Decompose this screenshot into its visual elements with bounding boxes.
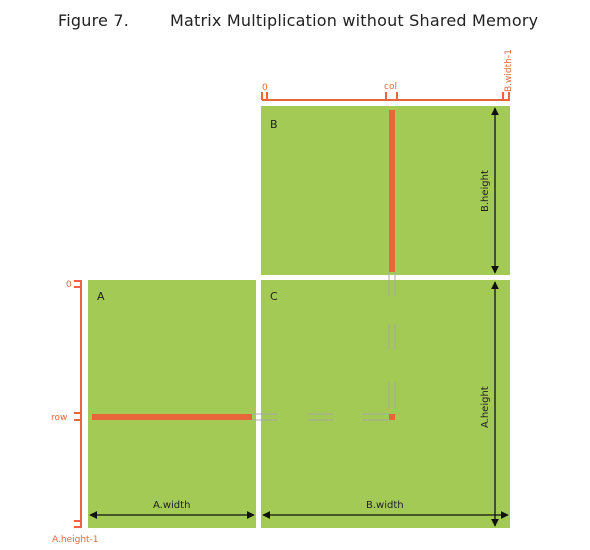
col-label: col (384, 82, 397, 92)
matrix-b (261, 106, 510, 275)
b-column-highlight (389, 110, 395, 272)
row-label: row (51, 413, 67, 423)
column-index-ruler (261, 92, 510, 101)
matrix-c (261, 280, 510, 528)
a-height-label: A.height (480, 386, 491, 428)
matrix-c-letter: C (270, 290, 278, 303)
row-index-ruler (74, 280, 82, 528)
row-guide-lines (252, 413, 389, 421)
a-width-label: A.width (153, 500, 190, 511)
c-element-highlight (389, 414, 395, 420)
figure-title: Matrix Multiplication without Shared Mem… (170, 11, 539, 30)
row-end-label: A.height-1 (52, 535, 99, 545)
b-width-label: B.width (366, 500, 404, 511)
b-height-label: B.height (480, 170, 491, 212)
figure-number: Figure 7. (58, 11, 130, 30)
matrix-a-letter: A (97, 290, 105, 303)
matrix-b-letter: B (270, 118, 278, 131)
row-start-label: 0 (66, 280, 72, 290)
a-row-highlight (92, 414, 252, 420)
matrix-a (88, 280, 256, 528)
col-end-label: B.width-1 (504, 49, 514, 92)
column-guide-lines (388, 272, 396, 408)
figure-caption: Figure 7. Matrix Multiplication without S… (58, 11, 538, 30)
col-start-label: 0 (262, 83, 268, 93)
